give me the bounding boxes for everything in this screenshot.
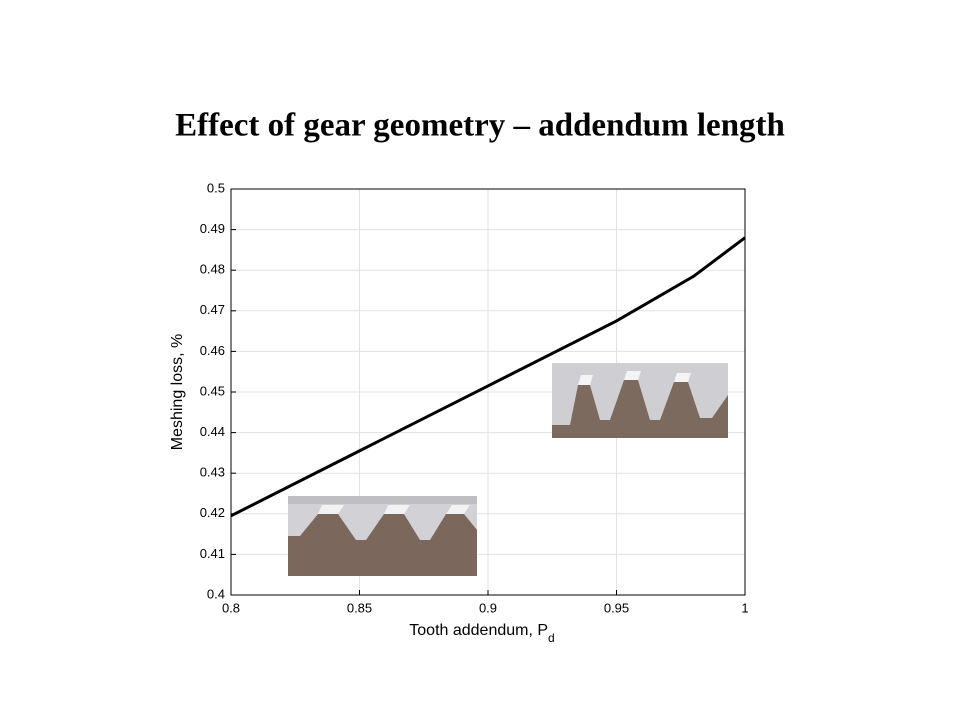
photos <box>288 363 728 576</box>
y-tick-label: 0.45 <box>200 383 225 398</box>
y-tick-label: 0.48 <box>200 262 225 277</box>
x-tick-label: 1 <box>741 600 748 615</box>
x-axis-label-subscript: d <box>548 631 555 645</box>
data-line <box>230 236 746 518</box>
y-tick-label: 0.44 <box>200 424 225 439</box>
y-tick-label: 0.49 <box>200 221 225 236</box>
x-axis-label: Tooth addendum, Pd <box>409 622 554 645</box>
gear-photo <box>552 363 728 438</box>
y-tick-label: 0.4 <box>207 586 225 601</box>
y-tick-label: 0.5 <box>207 180 225 195</box>
gear-photo <box>288 496 477 576</box>
chart-title: Effect of gear geometry – addendum lengt… <box>175 108 785 144</box>
x-tick-label: 0.85 <box>347 600 372 615</box>
y-tick-label: 0.43 <box>200 465 225 480</box>
y-tick-label: 0.46 <box>200 343 225 358</box>
y-tick-label: 0.42 <box>200 505 225 520</box>
x-tick-label: 0.9 <box>479 600 497 615</box>
x-axis-label-text: Tooth addendum, P <box>409 622 548 639</box>
y-axis-label: Meshing loss, % <box>169 334 186 451</box>
x-tick-label: 0.95 <box>604 600 629 615</box>
y-tick-label: 0.41 <box>200 546 225 561</box>
x-tick-label: 0.8 <box>222 600 240 615</box>
y-tick-label: 0.47 <box>200 302 225 317</box>
